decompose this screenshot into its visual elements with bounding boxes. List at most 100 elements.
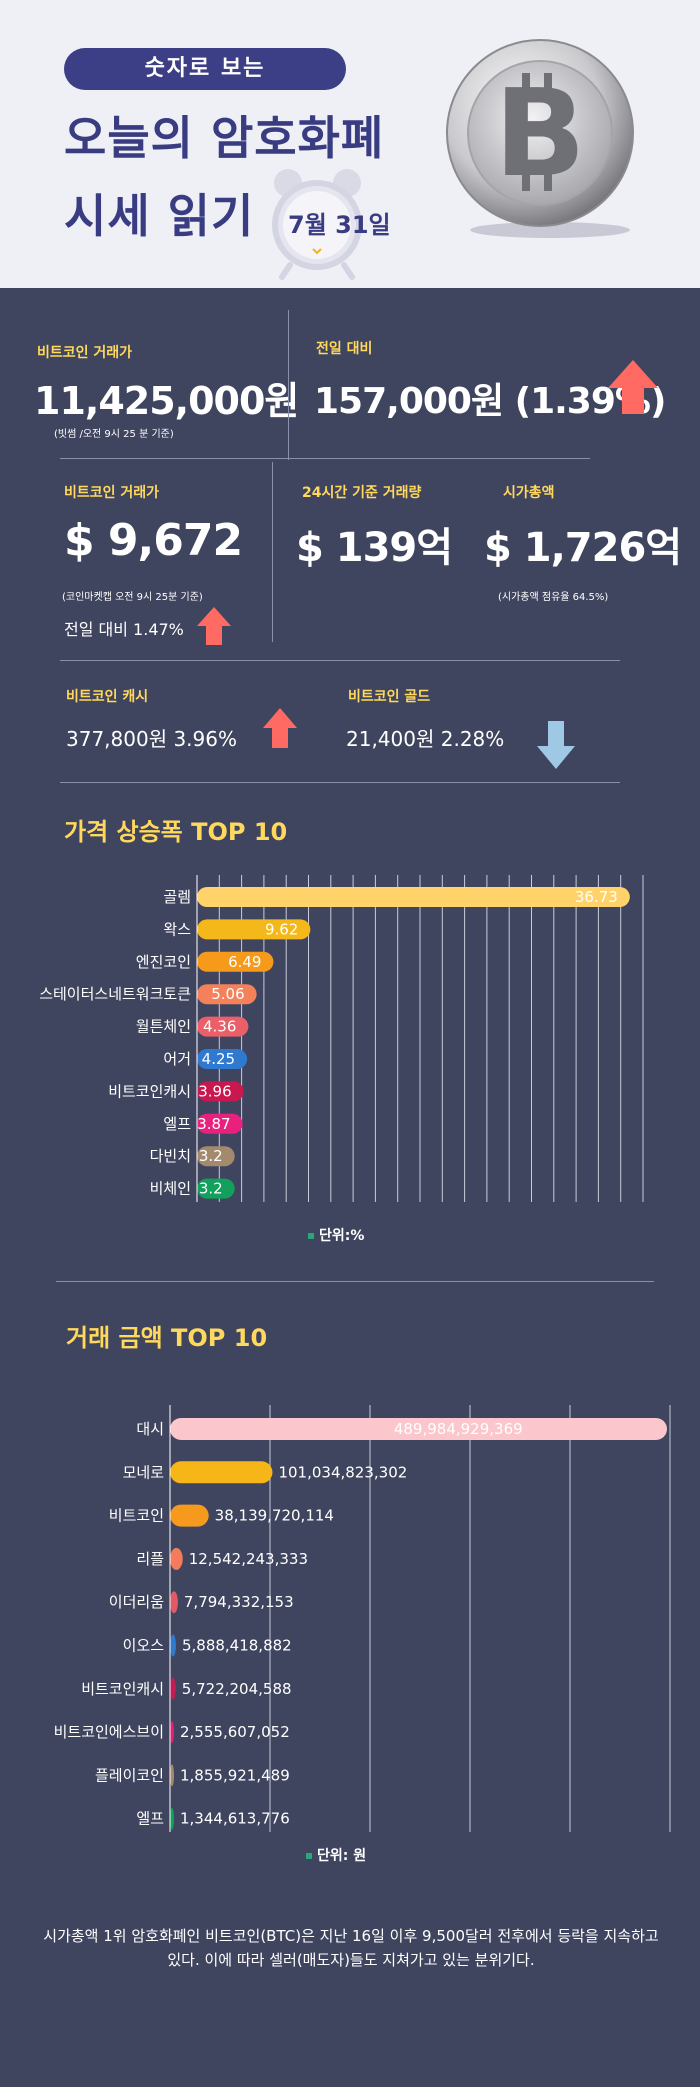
data-label: 489,984,929,369 [394,1420,523,1438]
bar [197,951,274,972]
data-label: 4.25 [202,1050,235,1068]
data-label: 5,888,418,882 [182,1637,292,1655]
chart1-title: 가격 상승폭 TOP 10 [64,818,288,846]
svg-text:B: B [494,65,585,204]
header: 숫자로 보는 오늘의 암호화폐 시세 읽기 7월 31일 B [0,0,700,288]
bar [197,1016,249,1037]
bar [170,1677,176,1700]
category-label: 모네로 [123,1463,165,1481]
divider [56,1281,654,1282]
data-label: 101,034,823,302 [278,1463,407,1481]
data-label: 3.2 [199,1180,223,1198]
bar [197,1049,248,1069]
header-date: 7월 31일 [288,211,391,239]
page-title-line1: 오늘의 암호화폐 [64,111,385,165]
category-label: 비트코인 [109,1507,164,1525]
category-label: 엔진코인 [136,953,191,971]
bar [197,1146,235,1167]
btg-value: 21,400원 2.28% [346,727,505,751]
data-label: 38,139,720,114 [215,1507,334,1525]
category-label: 스테이터스네트워크토큰 [39,985,191,1003]
category-label: 엘프 [136,1810,164,1828]
btc-usd-label: 비트코인 거래가 [64,485,160,501]
chart2-title: 거래 금액 TOP 10 [66,1324,268,1352]
up-arrow-icon [608,360,658,414]
data-label: 9.62 [265,920,298,938]
chart2-unit: 단위: 원 [306,1845,366,1865]
btc-krw-note: (빗썸 /오전 9시 25 분 기준) [54,429,174,440]
divider [60,660,620,661]
volume-value: $ 139억 [296,525,453,571]
bar [170,1634,176,1657]
data-label: 3.87 [197,1115,230,1133]
data-label: 1,855,921,489 [180,1766,290,1784]
down-arrow-icon [537,721,575,769]
chart1-unit: 단위:% [308,1225,364,1245]
data-label: 5.06 [211,985,244,1003]
data-label: 3.96 [198,1082,231,1100]
btc-usd-value: $ 9,672 [64,515,243,566]
bar [170,1461,273,1484]
page-title-line2: 시세 읽기 [64,189,255,243]
alarm-clock-icon [272,169,362,280]
data-label: 3.2 [199,1147,223,1165]
bch-label: 비트코인 캐시 [66,689,149,705]
bar [197,919,311,940]
bar [197,1113,243,1134]
data-label: 7,794,332,153 [184,1593,294,1611]
category-label: 어거 [163,1050,191,1068]
btg-label: 비트코인 골드 [348,689,431,705]
btc-krw-label: 비트코인 거래가 [37,345,133,361]
category-label: 비체인 [150,1180,191,1198]
divider [60,458,590,459]
market-cap-value: $ 1,726억 [484,525,682,571]
bch-value: 377,800원 3.96% [66,727,237,751]
data-label: 4.36 [203,1018,236,1036]
price-rise-chart: 골렘 36.73 왁스 9.62 엔진코인 6.49 스테이터스네트워크토큰 5.06 월튼체인… [39,875,644,1202]
category-label: 비트코인캐시 [108,1082,191,1100]
bitcoin-coin-icon: B [446,39,634,238]
category-label: 리플 [136,1550,164,1568]
btc-usd-note: (코인마켓캡 오전 9시 25분 기준) [62,592,203,603]
divider [288,310,289,460]
btc-usd-change: 전일 대비 1.47% [64,620,184,639]
bar [170,1418,667,1440]
category-label: 비트코인캐시 [81,1680,164,1698]
trade-amount-chart: 대시 489,984,929,369 모네로 101,034,823,302 비트코인 3… [54,1405,671,1832]
category-label: 엘프 [163,1115,191,1133]
bar [197,1081,244,1102]
prev-day-value: 157,000원 (1.39%) [314,381,666,422]
category-label: 왁스 [163,920,191,938]
volume-label: 24시간 기준 거래량 [302,485,422,501]
category-label: 플레이코인 [95,1766,164,1784]
category-label: 대시 [136,1420,164,1438]
category-label: 월튼체인 [136,1018,191,1036]
data-label: 1,344,613,776 [180,1810,290,1828]
prev-day-label: 전일 대비 [316,341,373,357]
category-label: 골렘 [163,888,191,906]
category-label: 비트코인에스브이 [54,1723,164,1741]
bar [197,887,630,907]
bar [170,1504,209,1527]
up-arrow-icon [263,708,297,748]
bar [197,1178,235,1199]
market-cap-note: (시가총액 점유율 64.5%) [498,592,609,603]
bar [170,1547,183,1570]
footer-text: 시가총액 1위 암호화폐인 비트코인(BTC)은 지난 16일 이후 9,500… [43,1927,659,1969]
data-label: 12,542,243,333 [189,1550,308,1568]
category-label: 이오스 [123,1637,165,1655]
market-cap-label: 시가총액 [503,485,555,501]
bar [197,984,257,1005]
bar [170,1764,174,1787]
data-label: 36.73 [575,888,618,906]
category-label: 다빈치 [150,1147,191,1165]
up-arrow-icon [197,607,231,645]
data-label: 2,555,607,052 [180,1723,290,1741]
data-label: 6.49 [228,953,261,971]
header-pill: 숫자로 보는 [64,48,346,90]
divider [60,782,620,783]
divider [272,462,273,642]
data-label: 5,722,204,588 [182,1680,292,1698]
btc-krw-value: 11,425,000원 [34,379,299,423]
bar [170,1807,174,1830]
